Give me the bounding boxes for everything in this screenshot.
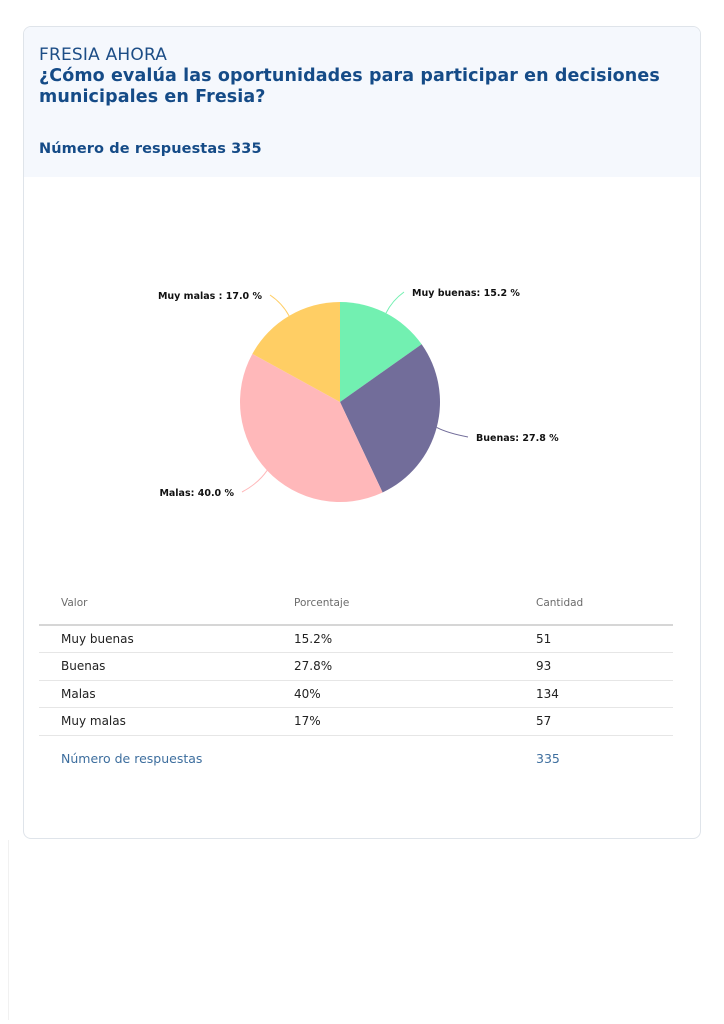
cell-valor: Malas xyxy=(39,680,272,708)
pie-chart-svg: Muy buenas: 15.2 % Buenas: 27.8 % Malas: 4… xyxy=(158,288,559,502)
table-row: Buenas 27.8% 93 xyxy=(39,652,673,681)
cell-cantidad: 93 xyxy=(514,652,673,681)
total-value: 335 xyxy=(536,751,560,766)
cell-cantidad: 51 xyxy=(514,625,673,653)
pie-slice-muy-buenas xyxy=(340,302,422,402)
pie-connector-line xyxy=(269,294,290,317)
table-row: Malas 40% 134 xyxy=(39,680,673,708)
total-label: Número de respuestas xyxy=(61,751,203,766)
pie-connector-line xyxy=(241,470,268,493)
brand-title: FRESIA AHORA xyxy=(39,45,168,65)
pie-chart: Muy buenas: 15.2 % Buenas: 27.8 % Malas: 4… xyxy=(24,177,700,597)
cell-porcentaje: 27.8% xyxy=(272,652,514,681)
pie-connector-line xyxy=(436,427,469,438)
total-spacer xyxy=(272,735,514,782)
question-title: ¿Cómo evalúa las oportunidades para part… xyxy=(39,66,660,107)
results-table: Valor Porcentaje Cantidad Muy buenas 15.… xyxy=(39,582,673,782)
pie-connector-line xyxy=(385,291,405,314)
table-row: Muy buenas 15.2% 51 xyxy=(39,625,673,653)
page-divider xyxy=(8,840,9,1020)
pie-slice-buenas xyxy=(340,344,440,493)
cell-porcentaje: 15.2% xyxy=(272,625,514,653)
cell-porcentaje: 40% xyxy=(272,680,514,708)
results-table-wrap: Valor Porcentaje Cantidad Muy buenas 15.… xyxy=(39,582,673,782)
card-header: FRESIA AHORA ¿Cómo evalúa las oportunida… xyxy=(24,27,700,177)
cell-valor: Buenas xyxy=(39,652,272,681)
table-row: Muy malas 17% 57 xyxy=(39,707,673,736)
cell-porcentaje: 17% xyxy=(272,707,514,736)
pie-data-label: Muy malas : 17.0 % xyxy=(158,291,263,302)
cell-valor: Muy buenas xyxy=(39,625,272,653)
total-row: Número de respuestas 335 xyxy=(39,735,673,782)
responses-count: Número de respuestas 335 xyxy=(39,141,262,157)
survey-card: FRESIA AHORA ¿Cómo evalúa las oportunida… xyxy=(23,26,701,839)
pie-data-label: Muy buenas: 15.2 % xyxy=(412,288,520,299)
pie-slice-malas xyxy=(240,353,383,502)
cell-cantidad: 57 xyxy=(514,707,673,736)
pie-slice-muy-malas xyxy=(252,302,340,402)
cell-cantidad: 134 xyxy=(514,680,673,708)
header-valor: Valor xyxy=(39,582,272,626)
header-cantidad: Cantidad xyxy=(514,582,673,626)
cell-valor: Muy malas xyxy=(39,707,272,736)
pie-data-label: Malas: 40.0 % xyxy=(159,488,234,499)
table-header-row: Valor Porcentaje Cantidad xyxy=(39,582,673,626)
pie-data-label: Buenas: 27.8 % xyxy=(476,433,559,444)
header-porcentaje: Porcentaje xyxy=(272,582,514,626)
